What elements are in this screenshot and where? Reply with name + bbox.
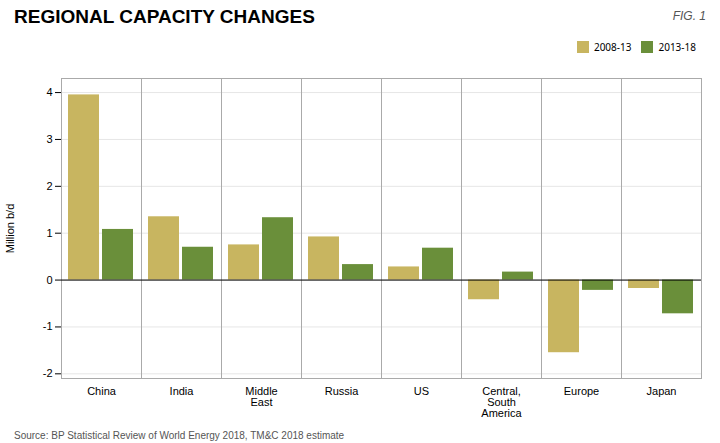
html-text:2013-18: 2013-18 [658, 39, 696, 54]
svg-text:-2: -2 [43, 367, 53, 379]
svg-text:MiddleEast: MiddleEast [245, 385, 277, 408]
svg-text:0: 0 [46, 274, 52, 286]
svg-text:India: India [170, 385, 195, 397]
html-text:FIG. 1: FIG. 1 [672, 9, 706, 23]
svg-text:3: 3 [46, 133, 52, 145]
svg-text:Japan: Japan [647, 385, 677, 397]
svg-text:2: 2 [46, 180, 52, 192]
svg-text:US: US [414, 385, 429, 397]
svg-text:-1: -1 [43, 320, 53, 332]
html-text:REGIONAL CAPACITY CHANGES: REGIONAL CAPACITY CHANGES [14, 6, 315, 27]
svg-text:Russia: Russia [325, 385, 360, 397]
svg-text:Europe: Europe [564, 385, 599, 397]
html-text:Source: BP Statistical Review: Source: BP Statistical Review of World E… [14, 430, 345, 441]
svg-text:4: 4 [46, 86, 52, 98]
html-text:2008-13: 2008-13 [593, 39, 632, 54]
svg-text:China: China [87, 385, 117, 397]
svg-text:1: 1 [46, 227, 52, 239]
svg-text:Million b/d: Million b/d [4, 204, 16, 254]
svg-text:Central,SouthAmerica: Central,SouthAmerica [481, 385, 522, 419]
